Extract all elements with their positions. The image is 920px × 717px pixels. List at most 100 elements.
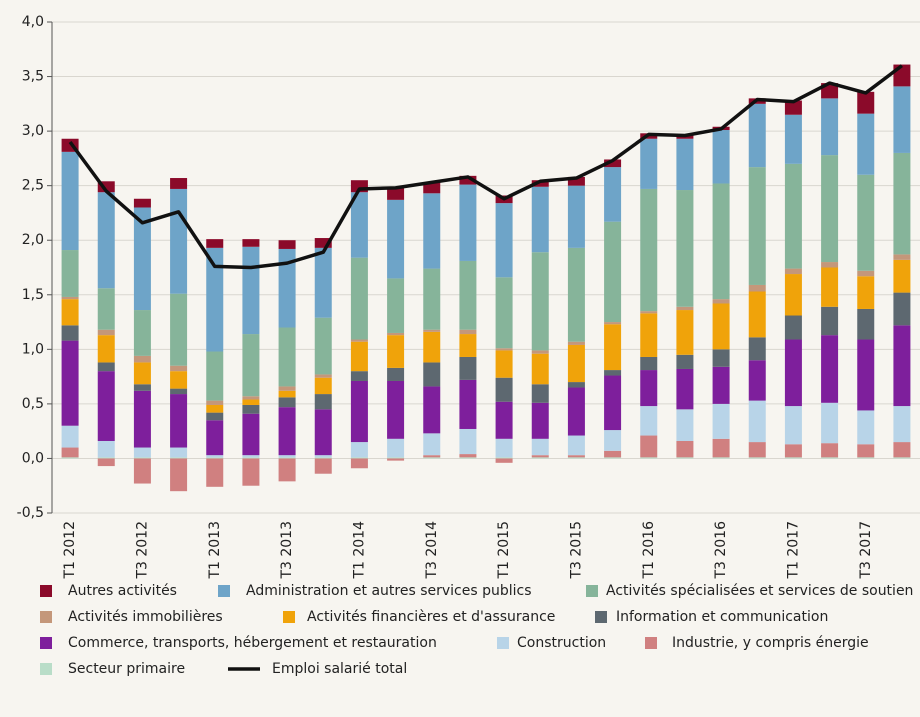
bar-segment <box>459 454 477 458</box>
bar-segment <box>495 438 513 458</box>
bar-segment <box>278 248 296 328</box>
bar-segment <box>784 114 802 164</box>
legend-label: Activités immobilières <box>68 609 223 625</box>
bar-segment <box>676 306 694 311</box>
bar-segment <box>640 311 658 314</box>
bar-segment <box>314 317 332 375</box>
bar-segment <box>242 396 260 400</box>
bar-segment <box>278 397 296 408</box>
bar-segment <box>748 167 766 285</box>
bar-segment <box>531 402 549 439</box>
legend-swatch <box>40 611 52 623</box>
y-tick-label: 2,5 <box>22 178 44 194</box>
bar-segment <box>821 306 839 336</box>
bar-segment <box>748 360 766 401</box>
bar-segment <box>640 457 658 459</box>
bar-segment <box>531 353 549 385</box>
bar-segment <box>350 380 368 443</box>
bar-segment <box>206 400 224 405</box>
bar-segment <box>784 457 802 459</box>
bar-segment <box>531 350 549 354</box>
bar-segment <box>61 447 79 458</box>
bar-segment <box>459 175 477 185</box>
bar-segment <box>640 138 658 189</box>
bar-segment <box>676 310 694 355</box>
legend-swatch <box>218 585 230 597</box>
bar-segment <box>640 370 658 407</box>
bar-segment <box>61 457 79 459</box>
bar-segment <box>278 390 296 398</box>
bar-segment <box>423 268 441 330</box>
bar-segment <box>604 167 622 222</box>
bar-segment <box>387 458 405 461</box>
bar-segment <box>567 382 585 388</box>
bar-segment <box>676 409 694 441</box>
bar-segment <box>97 288 115 330</box>
x-tick-label: T1 2012 <box>62 521 78 580</box>
bar-segment <box>821 267 839 307</box>
bar-segment <box>61 250 79 297</box>
bar-segment <box>893 259 911 293</box>
bar-segment <box>459 379 477 429</box>
bar-segment <box>314 377 332 395</box>
bar-segment <box>350 458 368 469</box>
bar-segment <box>206 239 224 248</box>
bar-segment <box>676 457 694 459</box>
bar-segment <box>170 178 188 189</box>
bar-segment <box>170 457 188 459</box>
bar-segment <box>893 292 911 326</box>
bar-segment <box>495 458 513 463</box>
bar-segment <box>423 193 441 269</box>
bar-segment <box>170 394 188 448</box>
bar-segment <box>133 384 151 391</box>
bar-segment <box>170 188 188 294</box>
bar-segment <box>459 184 477 261</box>
bar-segment <box>97 362 115 372</box>
bar-segment <box>857 113 875 175</box>
bar-segment <box>531 457 549 459</box>
bar-segment <box>857 91 875 114</box>
total-line <box>68 64 903 270</box>
legend-label: Construction <box>517 635 606 651</box>
bar-segment <box>567 344 585 383</box>
bar-segment <box>712 438 730 458</box>
bar-segment <box>387 332 405 336</box>
bar-segment <box>784 315 802 340</box>
bar-segment <box>712 366 730 404</box>
bar-segment <box>242 457 260 459</box>
bar-segment <box>459 457 477 459</box>
y-tick-label: -0,5 <box>17 505 44 521</box>
bar-segment <box>821 457 839 459</box>
legend-label: Administration et autres services public… <box>246 583 532 599</box>
bar-segment <box>278 407 296 456</box>
x-tick-label: T1 2013 <box>207 521 223 580</box>
legend-swatch <box>595 611 607 623</box>
bar-segment <box>97 181 115 193</box>
bar-segment <box>61 325 79 341</box>
bar-segment <box>893 457 911 459</box>
bar-segment <box>857 457 875 459</box>
bar-segment <box>676 138 694 191</box>
bar-segment <box>893 152 911 255</box>
bar-segment <box>242 455 260 458</box>
bar-segment <box>133 390 151 448</box>
y-tick-label: 2,0 <box>22 232 44 248</box>
x-tick-label: T1 2017 <box>785 521 801 580</box>
bar-segment <box>314 238 332 248</box>
bar-segment <box>459 334 477 357</box>
legend-label: Activités financières et d'assurance <box>307 609 555 625</box>
bar-segment <box>387 457 405 459</box>
bar-segment <box>61 340 79 426</box>
bar-segment <box>61 425 79 448</box>
bar-segment <box>604 430 622 451</box>
bar-segment <box>531 252 549 351</box>
bar-segment <box>387 335 405 368</box>
bar-segment <box>712 130 730 184</box>
bar-segment <box>748 442 766 458</box>
bar-segment <box>387 367 405 381</box>
bar-segment <box>604 457 622 459</box>
bar-segment <box>531 384 549 403</box>
bar-segment <box>748 103 766 168</box>
bar-segment <box>206 412 224 421</box>
